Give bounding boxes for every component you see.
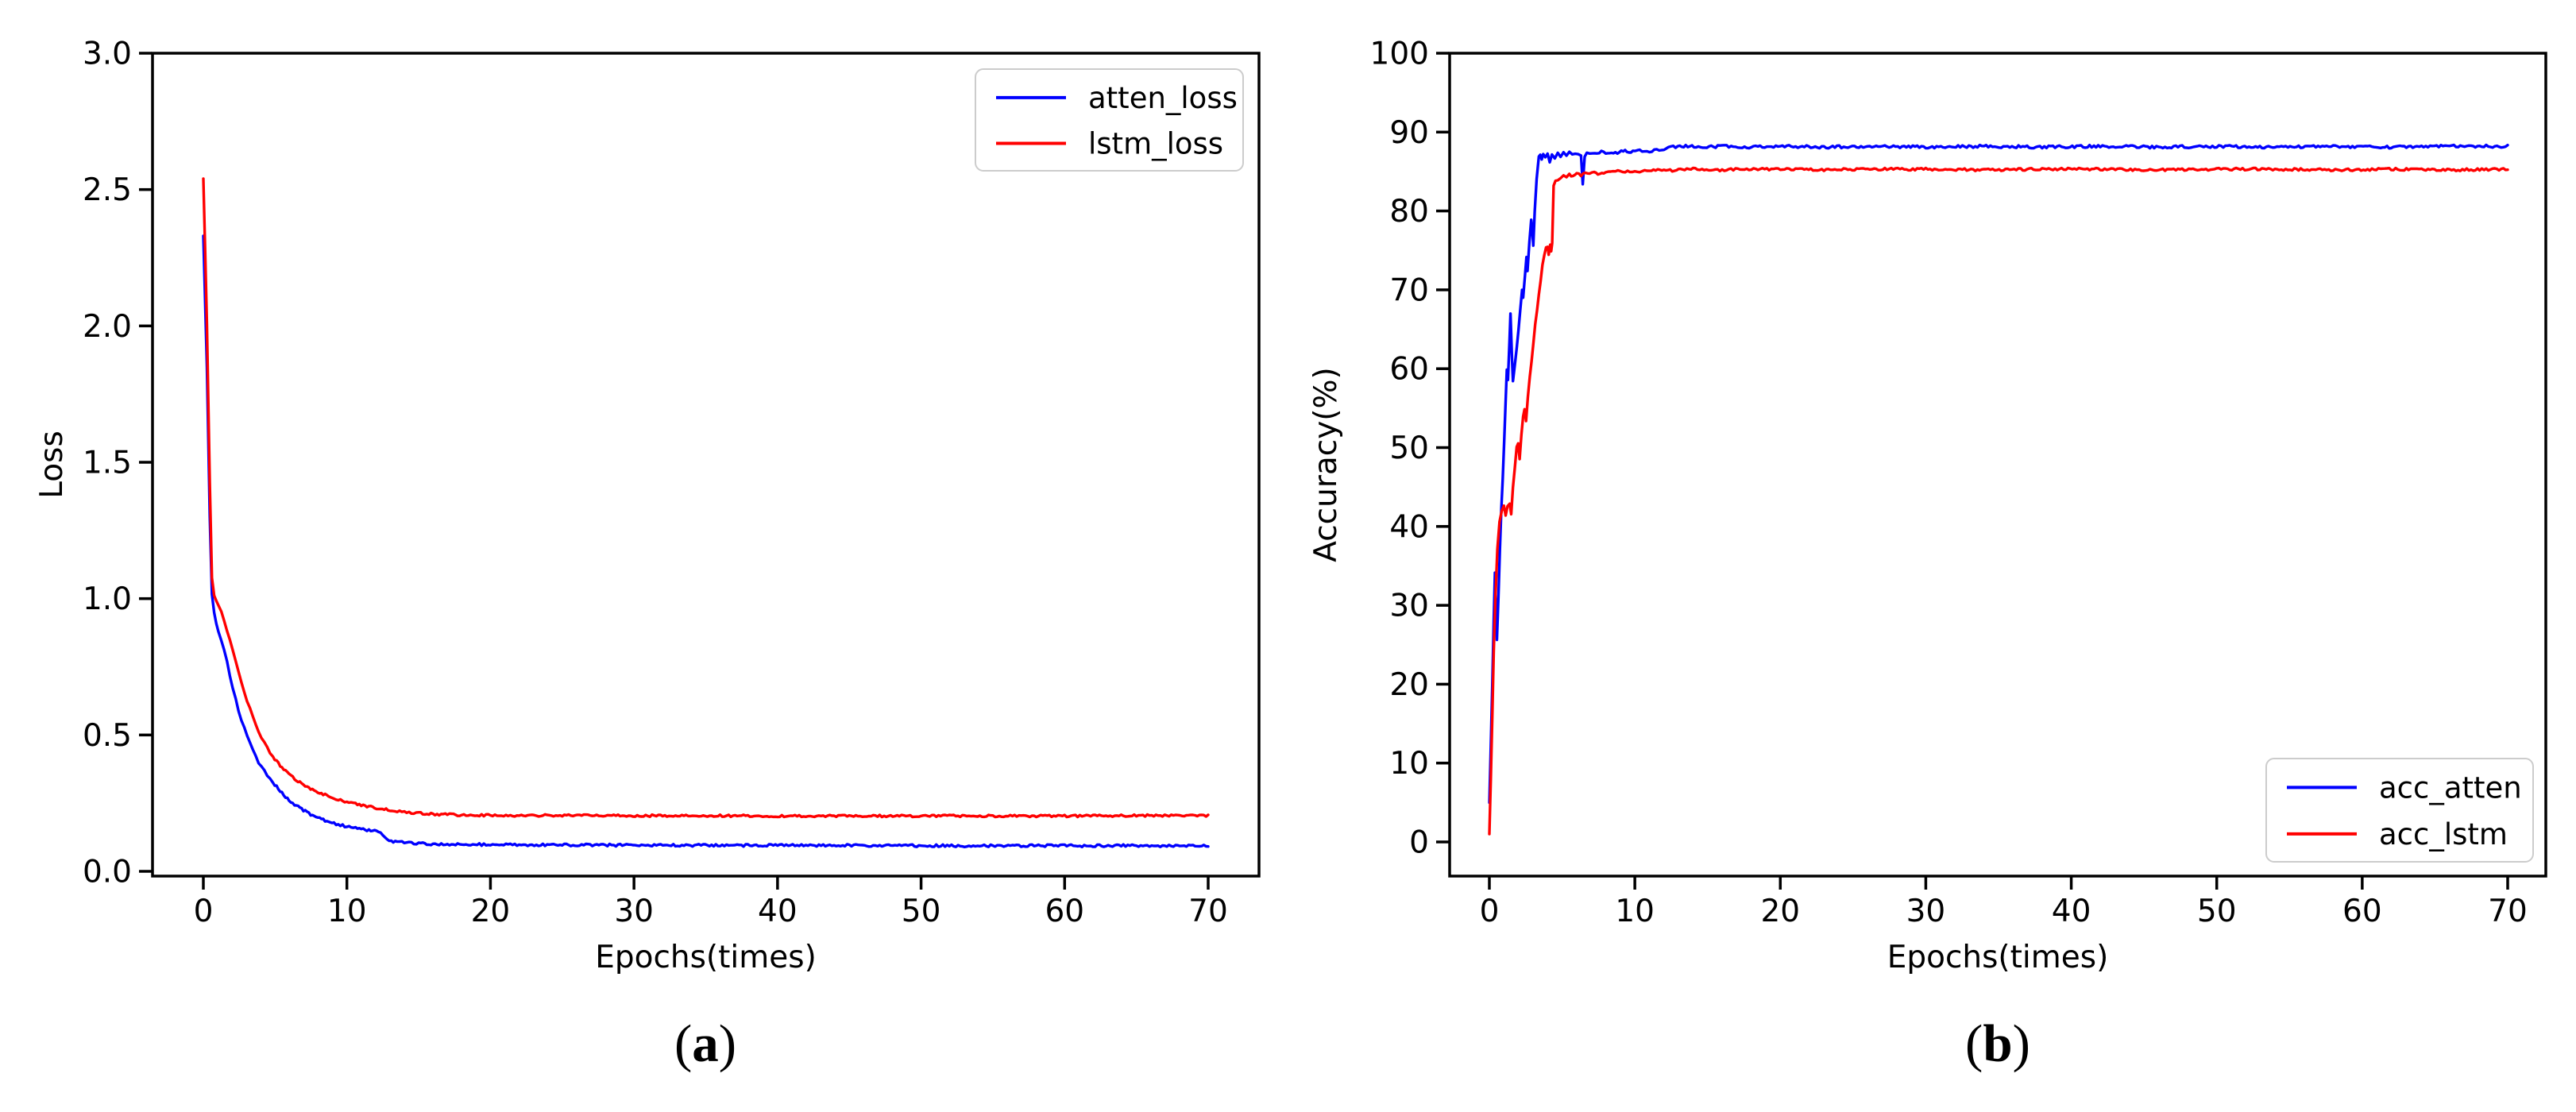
legend-label: acc_atten [2379, 770, 2522, 805]
x-tick-label: 0 [194, 894, 214, 929]
y-tick-label: 40 [1389, 509, 1429, 545]
series-line-lstm_loss [202, 177, 1210, 819]
caption-paren-open: ( [1965, 1014, 1983, 1073]
series-line-atten_loss [202, 234, 1210, 849]
caption-letter: b [1983, 1014, 2013, 1073]
y-tick-label: 80 [1389, 194, 1429, 230]
series-line-acc_lstm [1488, 166, 2509, 836]
chart-loss: 0 10 20 30 40 50 60 70 0.0 0.5 1.0 1.5 2.0 2.5 3.0 Epoc… [34, 37, 1261, 975]
caption-paren-open: ( [674, 1014, 693, 1073]
legend-box [975, 68, 1244, 172]
x-tick-label: 20 [471, 894, 511, 929]
y-tick-label: 70 [1389, 272, 1429, 308]
y-tick-label: 30 [1389, 589, 1429, 624]
x-tick-label: 20 [1760, 894, 1800, 929]
x-axis-label: Epochs(times) [1887, 940, 2109, 975]
x-tick-label: 70 [1188, 894, 1228, 929]
x-tick-label: 60 [1045, 894, 1084, 929]
x-tick-label: 30 [614, 894, 654, 929]
y-tick-label: 1.5 [83, 446, 132, 481]
x-tick-label: 50 [902, 894, 941, 929]
x-tick-label: 40 [758, 894, 798, 929]
series-line-acc_atten [1488, 143, 2509, 805]
caption-paren-close: ) [2012, 1014, 2030, 1073]
y-tick-label: 100 [1370, 37, 1429, 72]
y-tick-label: 90 [1389, 115, 1429, 151]
caption-paren-close: ) [718, 1014, 737, 1073]
axes-box [1448, 52, 2547, 878]
chart-accuracy: 0 10 20 30 40 50 60 70 0 10 20 30 40 50 60 70 80 90 100 Epo… [1308, 37, 2547, 975]
legend-box [2265, 758, 2534, 863]
x-tick-label: 10 [1615, 894, 1655, 929]
y-tick-label: 0.5 [83, 718, 132, 754]
figure-caption-a: (a) [674, 1014, 736, 1075]
y-axis-label: Accuracy(%) [1308, 367, 1344, 562]
y-tick-label: 20 [1389, 667, 1429, 703]
x-tick-label: 30 [1906, 894, 1946, 929]
y-tick-label: 1.0 [83, 581, 132, 617]
y-tick-label: 10 [1389, 746, 1429, 782]
y-tick-label: 50 [1389, 431, 1429, 466]
y-axis-label: Loss [34, 431, 70, 499]
x-tick-label: 50 [2197, 894, 2237, 929]
x-tick-label: 70 [2488, 894, 2528, 929]
y-tick-label: 0 [1409, 825, 1429, 861]
axes-box [151, 52, 1261, 878]
y-tick-label: 0.0 [83, 855, 132, 890]
x-tick-label: 60 [2342, 894, 2382, 929]
x-tick-label: 10 [327, 894, 367, 929]
x-tick-label: 40 [2052, 894, 2091, 929]
caption-letter: a [692, 1014, 719, 1073]
y-tick-label: 3.0 [83, 37, 132, 72]
x-axis-label: Epochs(times) [595, 940, 817, 975]
y-tick-label: 60 [1389, 352, 1429, 388]
legend-label: lstm_loss [1088, 126, 1223, 160]
y-tick-label: 2.5 [83, 172, 132, 208]
figure-caption-b: (b) [1965, 1014, 2030, 1075]
x-tick-label: 0 [1480, 894, 1500, 929]
legend-label: acc_lstm [2379, 817, 2508, 851]
y-tick-label: 2.0 [83, 309, 132, 345]
legend-label: atten_loss [1088, 81, 1238, 115]
